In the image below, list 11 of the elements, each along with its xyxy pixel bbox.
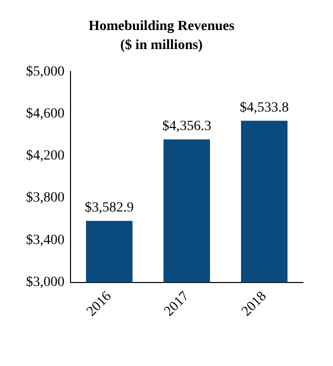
- chart-subtitle: ($ in millions): [120, 38, 204, 53]
- data-label: $3,582.9: [84, 200, 134, 216]
- chart-title: Homebuilding Revenues: [88, 19, 235, 34]
- y-tick-label: $3,000: [26, 274, 64, 290]
- data-label: $4,533.8: [240, 100, 289, 116]
- y-tick-label: $5,000: [26, 64, 64, 80]
- y-tick-label: $3,400: [26, 232, 64, 248]
- y-tick-label: $4,600: [26, 106, 64, 122]
- data-label: $4,356.3: [162, 119, 212, 134]
- y-tick-label: $4,200: [26, 148, 64, 164]
- y-tick-label: $3,800: [26, 190, 64, 206]
